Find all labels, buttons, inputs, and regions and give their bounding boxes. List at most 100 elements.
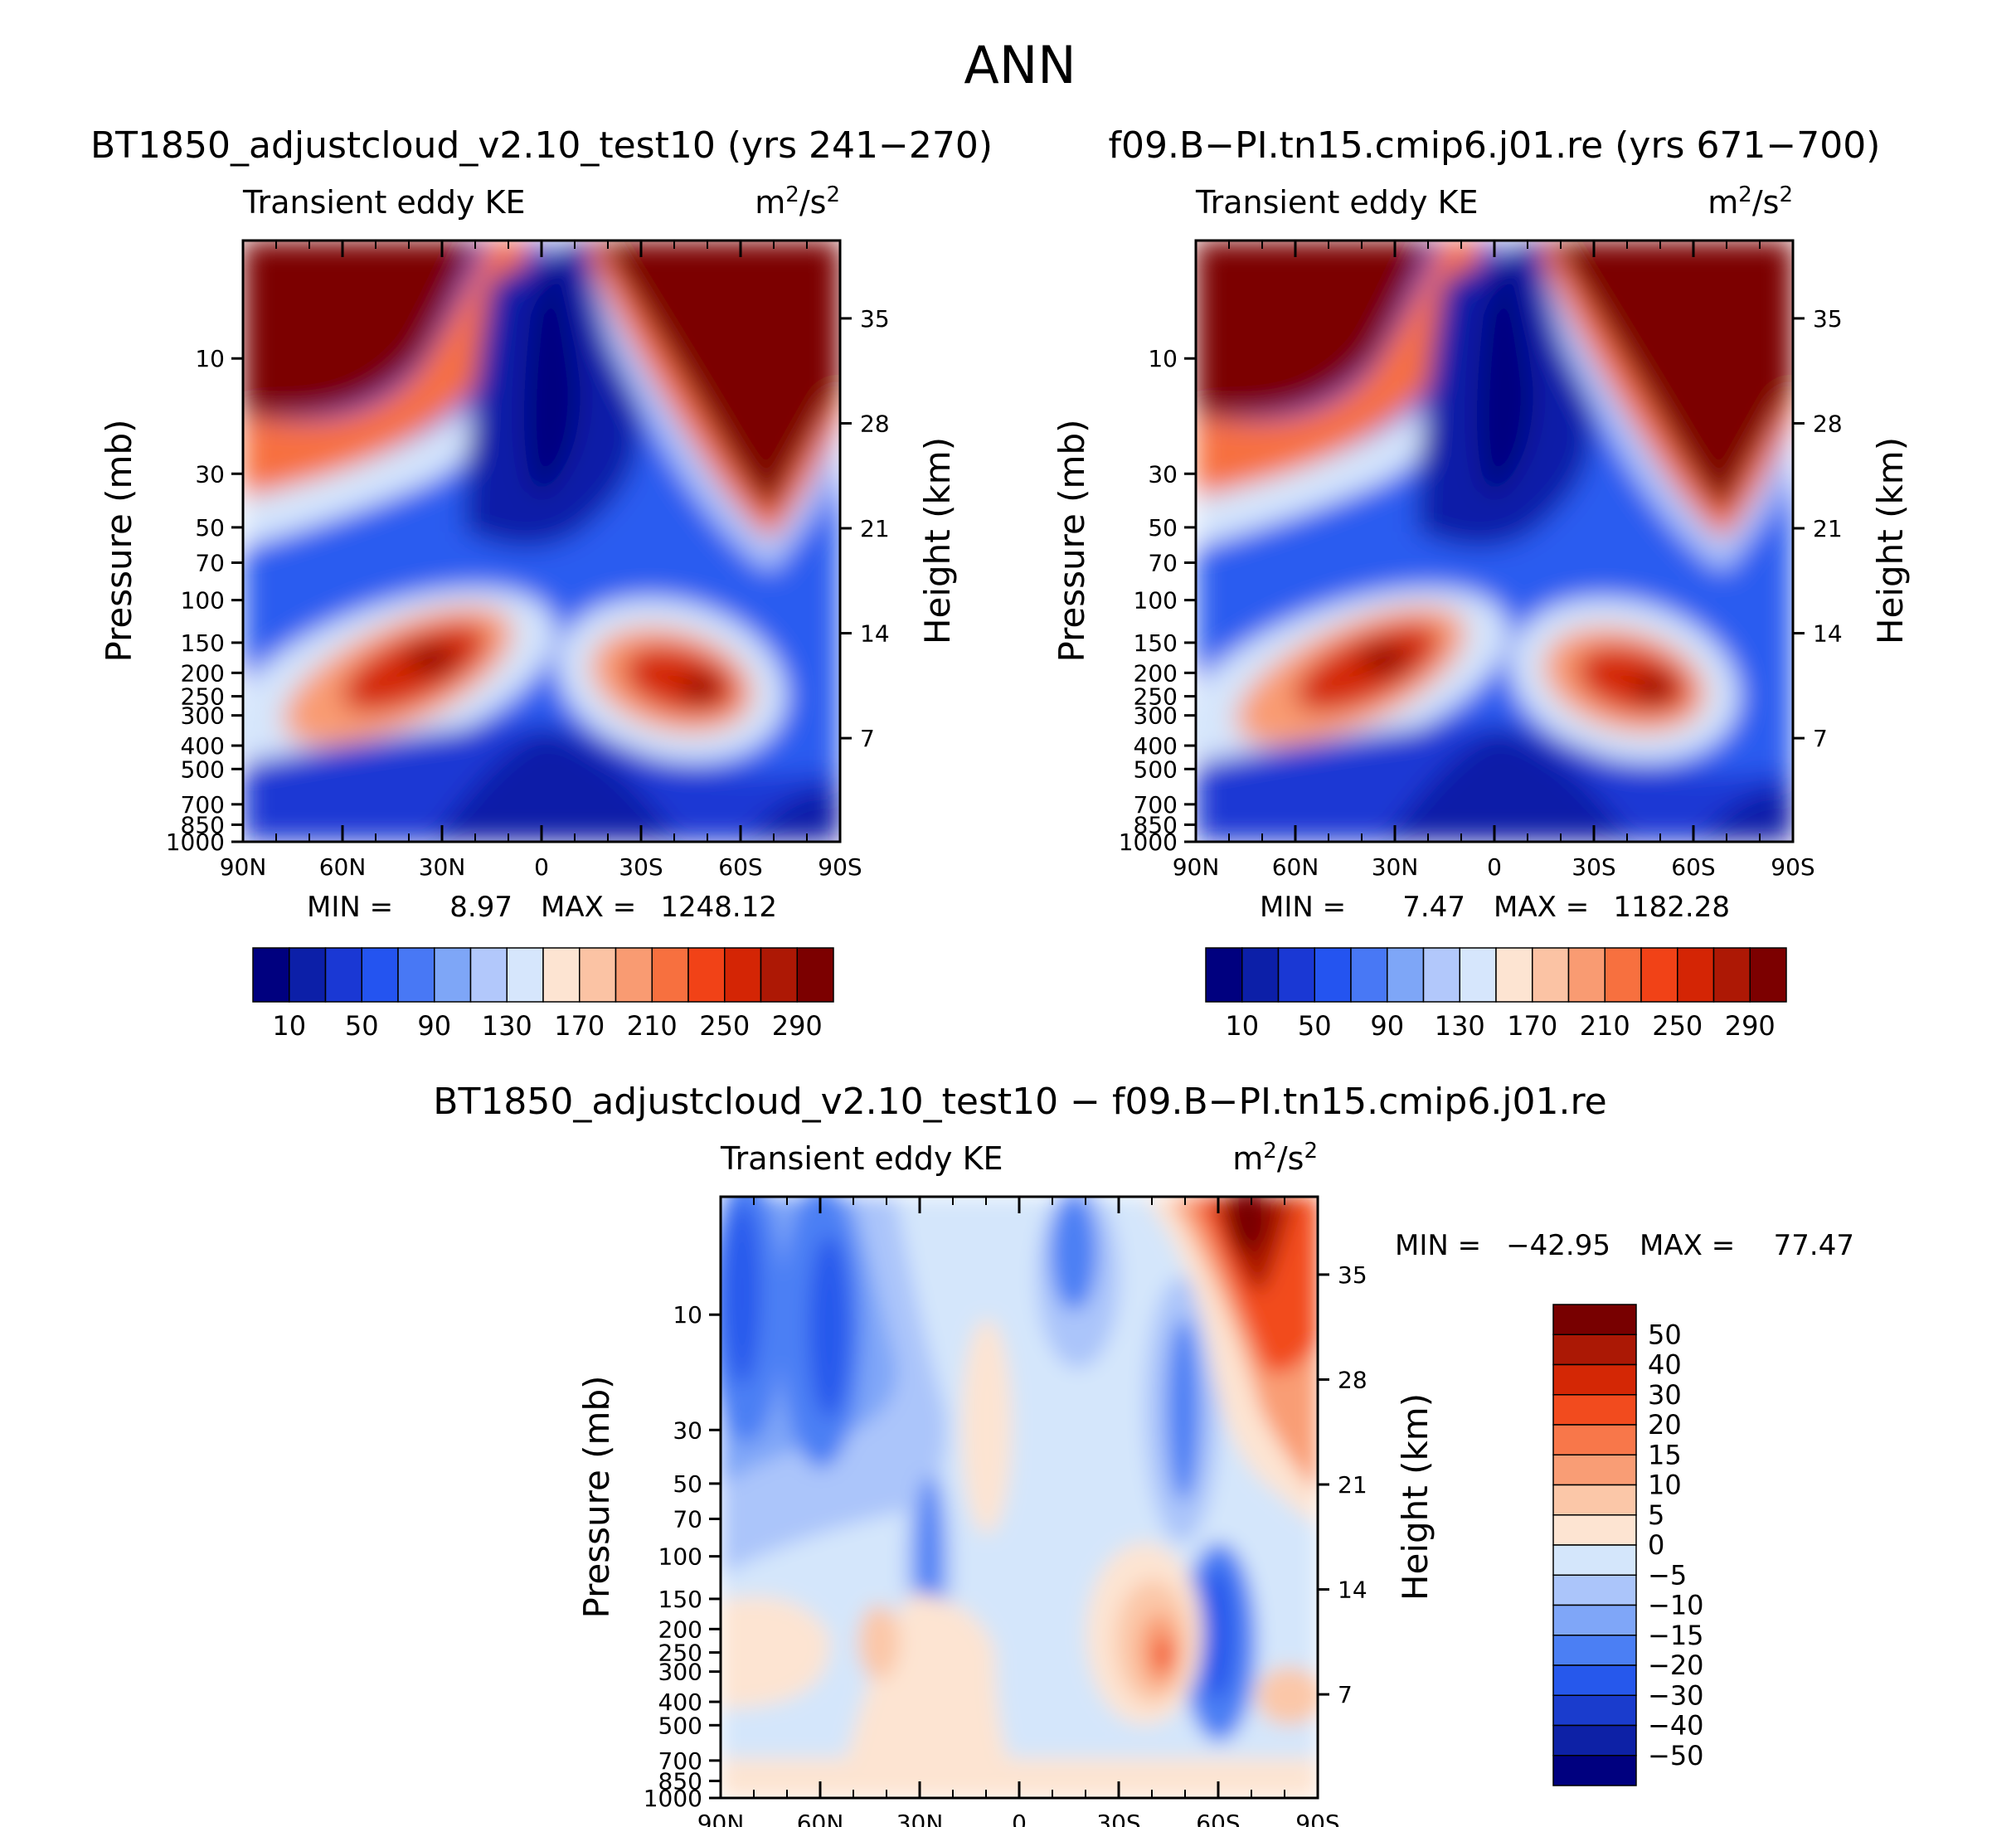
ytick-label: 250 <box>1134 683 1178 711</box>
panel-a-ylabel: Pressure (mb) <box>99 419 139 662</box>
ytick-label: 200 <box>658 1616 702 1643</box>
colorbar-swatch <box>1552 1635 1637 1666</box>
xtick-label: 60S <box>1671 853 1715 881</box>
ytick-label: 400 <box>1134 732 1178 760</box>
ytick-label: 1000 <box>166 828 225 856</box>
colorbar-label: 5 <box>1648 1499 1664 1531</box>
ytick-label: 300 <box>181 702 225 730</box>
panel-b-min-label: MIN = <box>1260 891 1346 924</box>
colorbar-label: −5 <box>1648 1559 1687 1591</box>
ytick-label: 70 <box>1148 549 1178 576</box>
ytick-label: 50 <box>673 1470 702 1498</box>
ytick-label: 250 <box>181 683 225 711</box>
ytick-label: 250 <box>658 1640 702 1667</box>
colorbar-label: 130 <box>482 1010 532 1042</box>
colorbar-swatch <box>1422 947 1460 1003</box>
y2tick-label: 7 <box>860 725 875 752</box>
ytick-label: 700 <box>658 1747 702 1775</box>
ytick-label: 700 <box>1134 791 1178 819</box>
colorbar-label: 10 <box>272 1010 306 1042</box>
colorbar-swatch <box>506 947 544 1003</box>
panel-b-max-label: MAX = <box>1494 891 1589 924</box>
colorbar-label: 50 <box>345 1010 379 1042</box>
colorbar-swatch <box>1677 947 1715 1003</box>
y2tick-label: 14 <box>860 620 890 648</box>
ytick-label: 400 <box>181 732 225 760</box>
ytick-label: 100 <box>181 587 225 615</box>
colorbar-label: 40 <box>1648 1349 1682 1381</box>
panel-a-units: m2/s2 <box>755 182 840 221</box>
ytick-label: 850 <box>181 811 225 838</box>
colorbar-label: 290 <box>1725 1010 1776 1042</box>
ytick-label: 100 <box>1134 587 1178 615</box>
colorbar-label: 90 <box>417 1010 451 1042</box>
y2tick-label: 21 <box>1338 1471 1367 1499</box>
colorbar-label: 170 <box>554 1010 605 1042</box>
ytick-label: 10 <box>673 1301 702 1329</box>
y2tick-label: 28 <box>1813 410 1843 437</box>
ytick-label: 150 <box>1134 629 1178 657</box>
colorbar-label: −40 <box>1648 1710 1704 1742</box>
panel-b-y2label: Height (km) <box>1870 437 1911 644</box>
colorbar-swatch <box>1552 1363 1637 1396</box>
xtick-label: 90N <box>220 853 267 881</box>
colorbar-label: −10 <box>1648 1590 1704 1621</box>
panel-a-max-label: MAX = <box>541 891 636 924</box>
panel-diff-max-label: MAX = <box>1640 1229 1735 1262</box>
colorbar-swatch <box>1532 947 1570 1003</box>
colorbar-swatch <box>1205 947 1243 1003</box>
panel-b-min-value: 7.47 <box>1402 891 1465 924</box>
ytick-label: 70 <box>673 1505 702 1533</box>
xtick-label: 60N <box>797 1810 844 1827</box>
colorbar-swatch <box>1314 947 1352 1003</box>
panel-b-max-value: 1182.28 <box>1613 891 1730 924</box>
panel-b-ylabel: Pressure (mb) <box>1052 419 1092 662</box>
colorbar-swatch <box>1350 947 1388 1003</box>
colorbar-label: 15 <box>1648 1439 1682 1470</box>
colorbar-swatch <box>1749 947 1787 1003</box>
ytick-label: 1000 <box>1119 828 1178 856</box>
xtick-label: 60N <box>319 853 367 881</box>
colorbar-label: −50 <box>1648 1740 1704 1771</box>
colorbar-swatch <box>1552 1664 1637 1696</box>
colorbar-swatch <box>1495 947 1533 1003</box>
panel-diff-title: BT1850_adjustcloud_v2.10_test10 − f09.B−… <box>433 1081 1606 1123</box>
colorbar-label: 290 <box>772 1010 823 1042</box>
ytick-label: 50 <box>195 514 225 542</box>
colorbar-swatch <box>1552 1694 1637 1727</box>
ytick-label: 30 <box>1148 460 1178 488</box>
colorbar-swatch <box>1640 947 1678 1003</box>
xtick-label: 30N <box>419 853 466 881</box>
xtick-label: 0 <box>1487 853 1502 881</box>
xtick-label: 90S <box>818 853 862 881</box>
colorbar-label: 50 <box>1298 1010 1332 1042</box>
colorbar-label: 10 <box>1225 1010 1259 1042</box>
panel-diff-ylabel: Pressure (mb) <box>576 1375 617 1618</box>
xtick-label: 30N <box>896 1810 944 1827</box>
colorbar-label: 30 <box>1648 1379 1682 1411</box>
colorbar-swatch <box>1277 947 1315 1003</box>
ytick-label: 300 <box>658 1659 702 1686</box>
colorbar-swatch <box>579 947 617 1003</box>
xtick-label: 30S <box>1096 1810 1140 1827</box>
ytick-label: 150 <box>181 629 225 657</box>
colorbar-label: 210 <box>1580 1010 1630 1042</box>
colorbar-label: 90 <box>1370 1010 1404 1042</box>
ytick-label: 300 <box>1134 702 1178 730</box>
page-title: ANN <box>964 35 1076 95</box>
colorbar-swatch <box>1552 1454 1637 1486</box>
colorbar-label: −20 <box>1648 1650 1704 1681</box>
panel-b-subtitle: Transient eddy KE <box>1195 184 1479 221</box>
panel-diff-subtitle: Transient eddy KE <box>720 1140 1003 1177</box>
colorbar-label: 130 <box>1435 1010 1485 1042</box>
colorbar-swatch <box>687 947 726 1003</box>
colorbar-swatch <box>361 947 399 1003</box>
colorbar-swatch <box>760 947 798 1003</box>
xtick-label: 90N <box>697 1810 745 1827</box>
colorbar-swatch <box>796 947 834 1003</box>
panel-diff-y2label: Height (km) <box>1395 1393 1435 1601</box>
colorbar-swatch <box>1459 947 1497 1003</box>
ytick-label: 1000 <box>644 1785 702 1812</box>
panel-a: BT1850_adjustcloud_v2.10_test10 (yrs 241… <box>90 124 993 1042</box>
